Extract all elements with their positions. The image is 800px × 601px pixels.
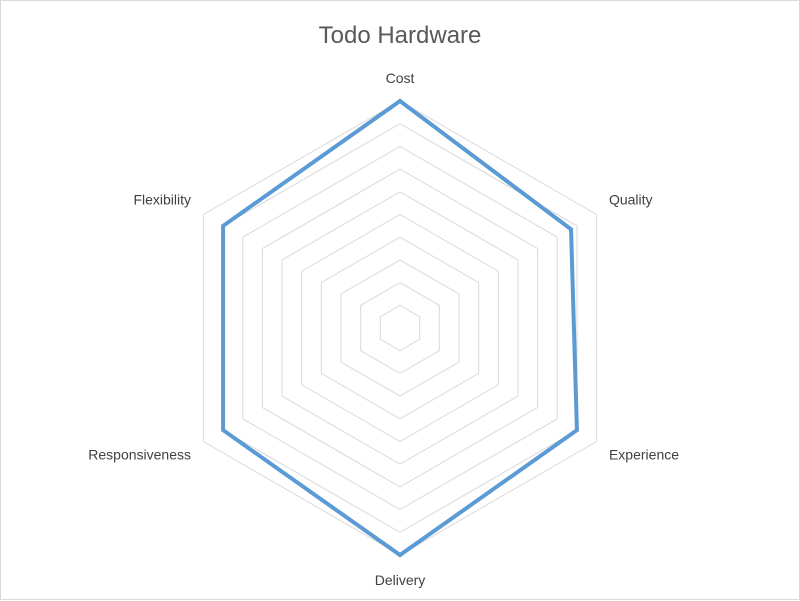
axis-label-delivery: Delivery (375, 572, 426, 588)
grid-ring (340, 259, 460, 397)
grid-ring (261, 168, 539, 488)
axis-label-flexibility: Flexibility (133, 192, 191, 208)
grid-ring (360, 282, 440, 374)
axis-label-responsiveness: Responsiveness (88, 447, 191, 463)
grid-ring (301, 213, 499, 443)
grid-ring (242, 145, 558, 511)
axis-label-experience: Experience (609, 447, 679, 463)
radar-grid (202, 100, 598, 556)
axis-label-quality: Quality (609, 192, 653, 208)
radar-series (221, 98, 579, 558)
axis-labels: Cost Quality Experience Delivery Responsiven… (88, 70, 679, 588)
grid-ring (222, 123, 578, 533)
axis-label-cost: Cost (386, 70, 415, 86)
chart-title: Todo Hardware (319, 22, 482, 49)
grid-ring (320, 236, 480, 420)
series-line (221, 98, 579, 558)
grid-ring (281, 191, 519, 465)
grid-ring (379, 304, 421, 352)
